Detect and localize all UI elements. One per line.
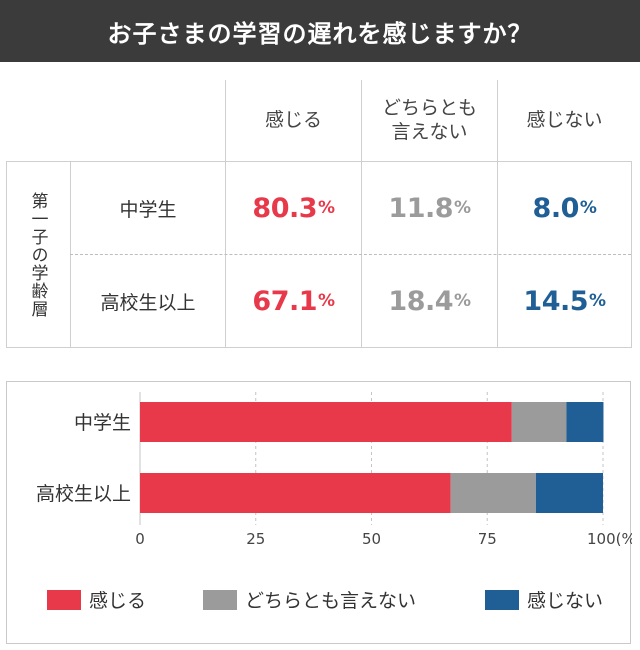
bar-segment [140, 402, 512, 442]
grid-line [6, 161, 7, 348]
tick-label: 75 [478, 530, 497, 548]
tick-label: 50 [362, 530, 381, 548]
row-divider [70, 254, 631, 255]
bar-segment [535, 473, 603, 513]
grid-line [6, 347, 631, 348]
row-label-high-school-plus: 高校生以上 [100, 291, 196, 314]
value-cell: 8.0% [532, 192, 597, 224]
value-cell: 67.1% [252, 285, 335, 317]
grid-line [497, 80, 498, 347]
category-label: 中学生 [74, 412, 131, 434]
column-header-feel: 感じる [264, 108, 322, 131]
grid-line [361, 80, 362, 347]
tick-label: 100(%) [587, 530, 632, 548]
grid-line [225, 80, 226, 347]
tick-label: 25 [246, 530, 265, 548]
legend-label: どちらとも言えない [245, 590, 416, 612]
category-label: 高校生以上 [36, 483, 131, 505]
value-cell: 14.5% [523, 285, 606, 317]
bar-segment [140, 473, 451, 513]
title-bar: お子さまの学習の遅れを感じますか？ [0, 0, 640, 62]
bar-segment [511, 402, 567, 442]
page-title: お子さまの学習の遅れを感じますか？ [107, 19, 533, 48]
legend-swatch [485, 590, 519, 610]
legend-swatch [47, 590, 81, 610]
value-cell: 18.4% [388, 285, 471, 317]
legend-swatch [203, 590, 237, 610]
column-header-not-feel: 感じない [526, 108, 603, 131]
group-label: 第一子の学齢層 [27, 191, 48, 318]
bar-segment [566, 402, 604, 442]
value-cell: 80.3% [252, 192, 335, 224]
grid-line [6, 161, 631, 162]
row-label-junior-high: 中学生 [119, 198, 177, 221]
legend-label: 感じない [527, 590, 603, 612]
bar-segment [450, 473, 536, 513]
legend-label: 感じる [89, 590, 146, 612]
grid-line [631, 161, 632, 348]
value-cell: 11.8% [388, 192, 471, 224]
column-header-neither: どちらとも 言えない [381, 96, 477, 143]
tick-label: 0 [135, 530, 145, 548]
